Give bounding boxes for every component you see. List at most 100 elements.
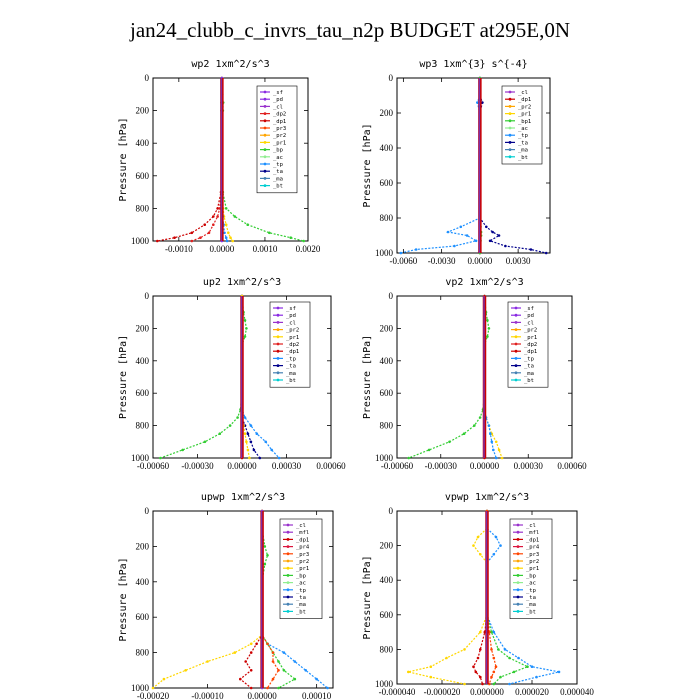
data-point — [224, 223, 228, 226]
x-tick-label: 0.0000 — [468, 256, 493, 266]
legend-marker — [516, 602, 520, 606]
legend-label: _ta — [296, 595, 306, 601]
legend-marker — [514, 378, 518, 382]
legend-marker — [516, 552, 520, 556]
data-point — [492, 670, 496, 674]
legend-marker — [286, 559, 290, 563]
data-point — [476, 535, 480, 539]
legend-label: _pr1 — [273, 140, 286, 146]
legend-label: _bp — [526, 573, 536, 579]
legend-label: _dp1 — [526, 537, 539, 543]
legend-marker — [276, 357, 280, 360]
data-point — [479, 553, 482, 556]
panel-title: wp3 1xm^{3} s^{-4} — [419, 59, 527, 70]
legend-marker — [276, 313, 280, 317]
legend-marker — [508, 97, 512, 101]
data-point — [190, 231, 194, 235]
panel-1: wp2 1xm^2/s^3 0 200 400 600 800 1000 -0.0010 0.0… — [118, 59, 321, 254]
legend-label: _cl — [524, 320, 534, 326]
panel-title: up2 1xm^2/s^3 — [203, 277, 281, 288]
legend-label: _pr4 — [296, 545, 310, 551]
legend-label: _cl — [526, 523, 536, 529]
data-point — [243, 416, 247, 419]
x-tick-label: 0.0010 — [253, 244, 278, 254]
y-tick-label: 400 — [136, 356, 150, 366]
x-tick-label: -0.00010 — [191, 691, 224, 700]
legend-marker — [263, 105, 267, 108]
legend-marker — [516, 588, 520, 592]
legend-label: _mfl — [526, 530, 539, 536]
data-point — [268, 231, 271, 235]
y-tick-label: 200 — [136, 323, 150, 333]
figure-title: jan24_clubb_c_invrs_tau_n2p BUDGET at295… — [130, 18, 570, 42]
data-point — [229, 236, 232, 239]
series-line-bp — [160, 295, 248, 459]
data-point — [244, 660, 247, 663]
data-point — [445, 656, 448, 660]
y-tick-label: 800 — [380, 421, 394, 431]
data-point — [504, 244, 507, 248]
data-point — [497, 448, 501, 452]
data-point — [249, 669, 253, 672]
data-point — [293, 660, 297, 663]
legend-label: _pr1 — [524, 335, 537, 341]
y-tick-label: 0 — [145, 506, 150, 516]
legend-marker — [263, 141, 267, 144]
data-point — [225, 239, 229, 243]
y-tick-label: 600 — [380, 610, 394, 620]
legend-label: _pr2 — [518, 104, 531, 110]
data-point — [512, 670, 516, 674]
data-point — [481, 101, 484, 104]
y-axis-label: Pressure [hPa] — [118, 557, 129, 641]
legend-label: _ma — [524, 371, 534, 377]
data-point — [206, 660, 209, 663]
legend-label: _dp1 — [286, 349, 299, 355]
data-point — [212, 223, 215, 226]
legend-label: _pr1 — [526, 566, 539, 572]
legend-marker — [508, 141, 512, 144]
y-tick-label: 600 — [380, 178, 394, 188]
legend-label: _cl — [273, 104, 283, 110]
data-point — [233, 651, 237, 654]
legend-label: _ta — [518, 140, 528, 146]
data-point — [236, 416, 239, 419]
legend-marker — [263, 126, 267, 130]
legend-marker — [508, 90, 512, 94]
data-point — [508, 682, 511, 686]
data-point — [492, 553, 496, 556]
x-tick-label: 0.00060 — [316, 461, 346, 471]
legend-marker — [508, 126, 512, 130]
data-point — [218, 432, 222, 436]
data-point — [263, 562, 267, 566]
series-line-bp — [408, 295, 490, 459]
legend-marker — [508, 105, 512, 108]
data-point — [486, 319, 489, 322]
plot-frame — [152, 510, 334, 689]
legend-marker — [514, 328, 518, 331]
data-point — [478, 416, 482, 419]
legend-marker — [286, 545, 290, 548]
series-line-bp — [221, 77, 304, 242]
data-point — [463, 648, 466, 651]
legend-label: _bt — [526, 609, 536, 615]
legend-label: _ta — [273, 169, 283, 175]
series-line-dp1 — [472, 511, 488, 685]
plot-frame — [152, 77, 309, 242]
data-point — [227, 231, 230, 235]
data-point — [517, 656, 520, 660]
y-tick-label: 1000 — [131, 453, 150, 463]
legend-label: _dp1 — [296, 537, 309, 543]
legend-label: _ma — [296, 602, 306, 608]
legend-label: _pr3 — [526, 552, 539, 558]
y-tick-label: 800 — [136, 203, 150, 213]
data-point — [407, 456, 411, 460]
legend-label: _tp — [273, 162, 283, 168]
data-point — [492, 448, 495, 452]
data-point — [503, 648, 507, 651]
data-point — [486, 335, 489, 338]
legend-label: _tp — [296, 588, 306, 594]
legend-box — [256, 85, 298, 194]
panel-title: upwp 1xm^2/s^3 — [201, 492, 285, 503]
data-point — [499, 544, 502, 547]
data-point — [266, 686, 269, 690]
